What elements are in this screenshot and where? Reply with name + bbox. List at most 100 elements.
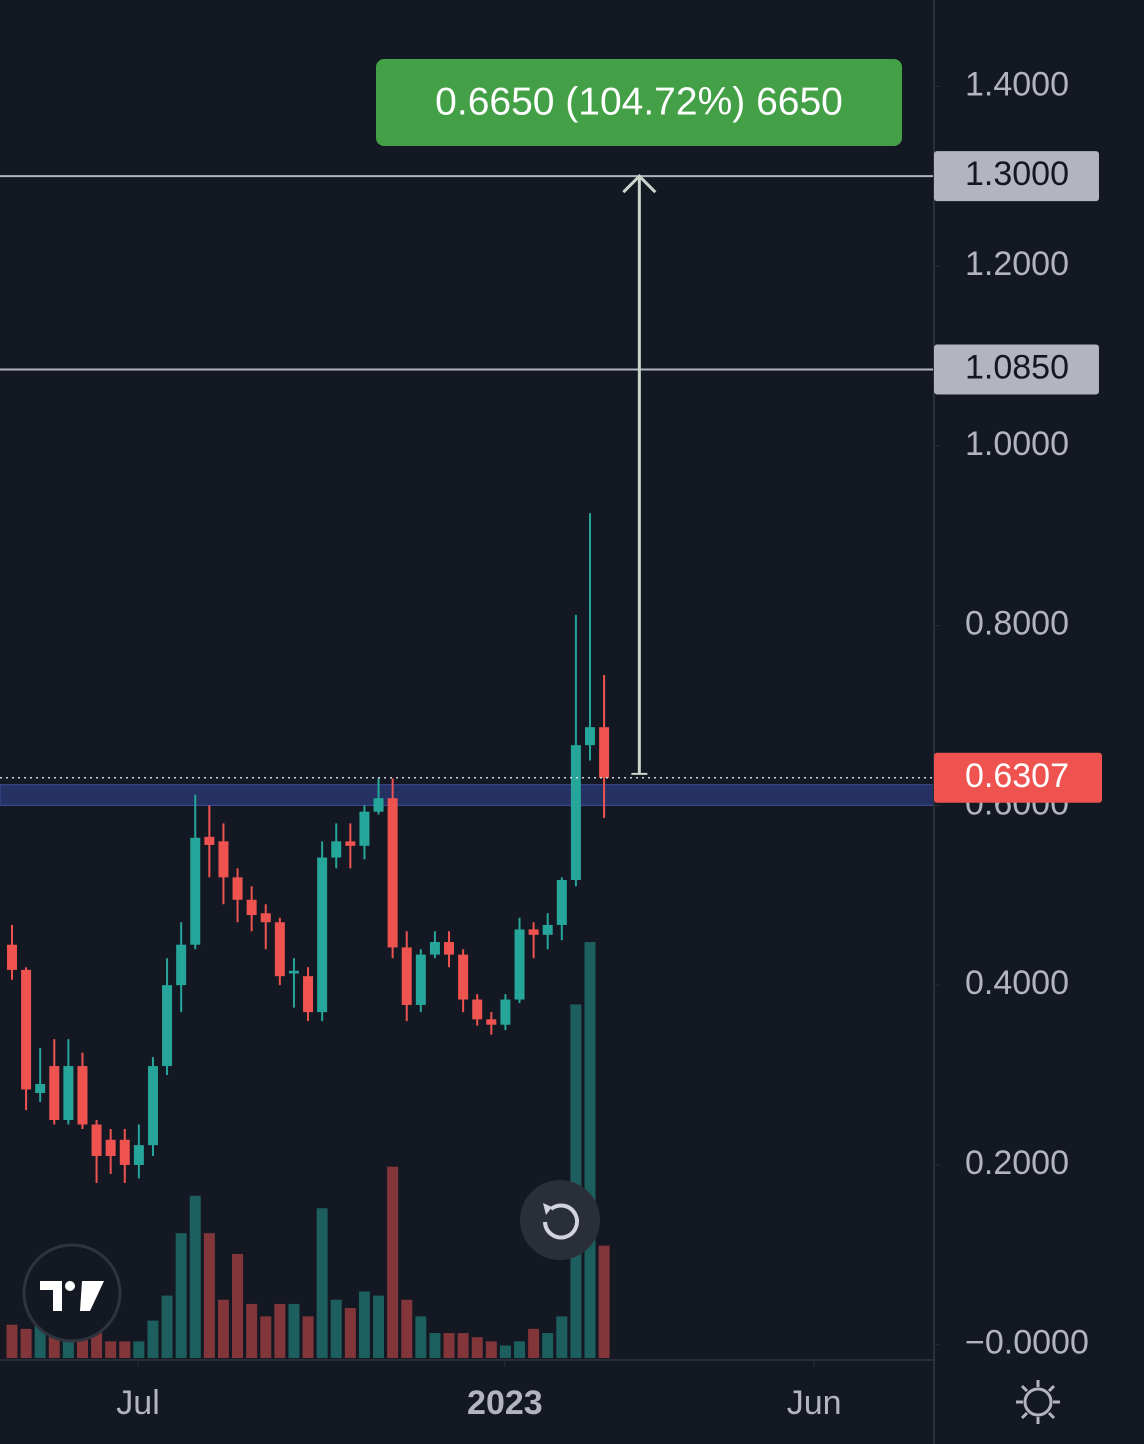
volume-bar [217,1299,229,1358]
candle-body [21,969,32,1090]
last-price-label: 0.6307 [965,757,1069,795]
volume-bar [344,1308,356,1358]
volume-bar [514,1341,526,1358]
candle-body [176,944,187,986]
volume-bar [542,1333,554,1358]
candle-body [91,1124,102,1156]
candle-body [401,947,412,1005]
y-tick-label: 0.8000 [965,605,1069,643]
x-tick-label: Jul [116,1384,159,1422]
candle-body [429,942,440,955]
candle-body [6,944,17,970]
y-tick-label: 0.4000 [965,964,1069,1002]
measure-arrowhead [622,174,657,194]
volume-bar [330,1299,342,1358]
level-label-box [934,344,1099,395]
volume-bar [274,1303,286,1358]
volume-bar [48,1333,60,1358]
candle-body [415,954,426,1005]
volume-bar [598,1245,610,1358]
candle-body [232,877,243,900]
volume-bar [443,1333,455,1358]
candle-body [500,999,511,1025]
candle-body [63,1066,74,1120]
y-tick-label: 1.2000 [965,245,1069,283]
candle-body [260,913,271,923]
candle-body [556,880,567,925]
volume-bar [91,1320,103,1358]
volume-bar [147,1320,159,1358]
volume-bar [20,1328,32,1358]
volume-bar [246,1303,258,1358]
candle-body [331,841,342,858]
candle-body [162,985,173,1067]
candle-body [190,837,201,945]
candle-body [204,836,215,845]
candle-body [585,727,596,746]
candle-body [218,841,229,878]
candle-body [105,1139,116,1156]
volume-bar [34,1324,46,1358]
volume-bar [401,1299,413,1358]
support-zone [0,784,935,806]
measure-label: 0.6650 (104.72%) 6650 [435,80,843,123]
candle-body [147,1066,158,1146]
volume-bar [6,1324,18,1358]
volume-bar [471,1337,483,1358]
candle-body [119,1139,130,1165]
volume-bar [415,1316,427,1358]
candle-body [133,1145,144,1165]
candle-body [303,976,314,1013]
volume-bar [133,1341,145,1358]
volume-bar [203,1233,215,1358]
level-label: 1.3000 [965,155,1069,193]
volume-bar [499,1345,511,1358]
axes: 1.40001.20001.00000.80000.60000.40000.20… [116,65,1102,1422]
candle-body [542,924,553,935]
candle-body [570,745,581,880]
volume-bar [556,1316,568,1358]
volume-bar [528,1328,540,1358]
volume-bar [119,1341,131,1358]
x-tick-label: Jun [787,1384,842,1422]
volume-bar [302,1316,314,1358]
volume-bar [429,1333,441,1358]
level-label-box [934,151,1099,202]
volume-bar [105,1341,117,1358]
level-label: 1.0850 [965,348,1069,386]
x-tick-label: 2023 [467,1384,543,1422]
volume-bar [485,1341,497,1358]
tradingview-logo[interactable] [22,1243,122,1343]
candle-body [77,1066,88,1125]
volume-bar [189,1195,201,1358]
reset-button[interactable] [520,1180,600,1260]
candle-body [246,899,257,916]
candle-body [514,929,525,1000]
y-tick-label: 1.0000 [965,425,1069,463]
volume-bar [288,1303,300,1358]
volume-bar [161,1295,173,1358]
volume-bar [260,1316,272,1358]
volume-bar [232,1254,244,1358]
settings-button[interactable] [1016,1380,1060,1424]
candle-body [444,942,455,955]
candle-body [49,1066,60,1120]
measure-label-box [376,59,902,146]
y-tick-label: 1.4000 [965,65,1069,103]
candle-body [458,954,469,1000]
volume-bar [387,1166,399,1358]
candle-body [345,841,356,846]
plot-area: 0.6650 (104.72%) 6650 [0,59,935,1358]
candle-body [472,999,483,1020]
volume-bar [316,1208,328,1358]
candle-body [528,929,539,935]
volume-bar [175,1233,187,1358]
candle-body [387,798,398,948]
candle-body [373,798,384,812]
last-price-box [934,752,1102,803]
volume-bar [570,1004,582,1358]
volume-bar [584,942,596,1358]
candle-body [486,1019,497,1025]
